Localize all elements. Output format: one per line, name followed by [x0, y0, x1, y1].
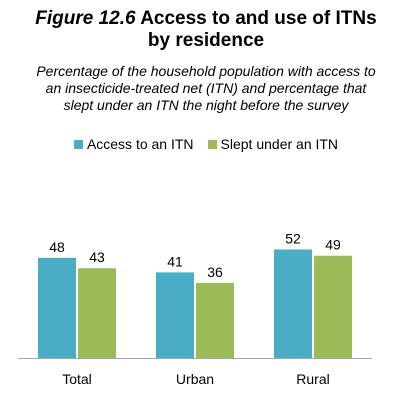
- data-label-access-total: 48: [49, 239, 65, 255]
- legend-swatch-slept: [207, 140, 217, 149]
- bar-slept-total: [78, 268, 116, 358]
- x-tick-label-rural: Rural: [296, 371, 329, 387]
- x-tick-label-urban: Urban: [176, 371, 214, 387]
- bar-access-total: [38, 257, 76, 358]
- legend: Access to an ITN Slept under an ITN: [0, 136, 412, 153]
- bar-slept-rural: [314, 255, 352, 358]
- chart-title: Figure 12.6 Access to and use of ITNs by…: [0, 8, 412, 52]
- data-label-slept-urban: 36: [207, 264, 223, 280]
- legend-item-access: Access to an ITN: [73, 136, 194, 153]
- title-text-1: Access to and use of ITNs: [140, 8, 377, 29]
- bar-access-rural: [274, 249, 312, 358]
- data-label-access-rural: 52: [285, 230, 301, 246]
- x-tick-label-total: Total: [62, 371, 92, 387]
- data-label-slept-total: 43: [89, 249, 105, 265]
- chart-title-line-2: by residence: [147, 30, 265, 51]
- chart-title-line-1: Figure 12.6 Access to and use of ITNs: [0, 8, 412, 30]
- bar-access-urban: [156, 272, 194, 358]
- bar-slept-urban: [196, 282, 234, 358]
- data-label-slept-rural: 49: [325, 237, 341, 253]
- legend-item-slept: Slept under an ITN: [207, 136, 339, 153]
- data-label-access-urban: 41: [167, 253, 183, 269]
- legend-swatch-access: [73, 140, 83, 149]
- figure-label: Figure 12.6: [35, 8, 136, 29]
- legend-label-access: Access to an ITN: [86, 136, 194, 152]
- legend-label-slept: Slept under an ITN: [220, 136, 339, 152]
- chart-subtitle: Percentage of the household population w…: [36, 63, 376, 113]
